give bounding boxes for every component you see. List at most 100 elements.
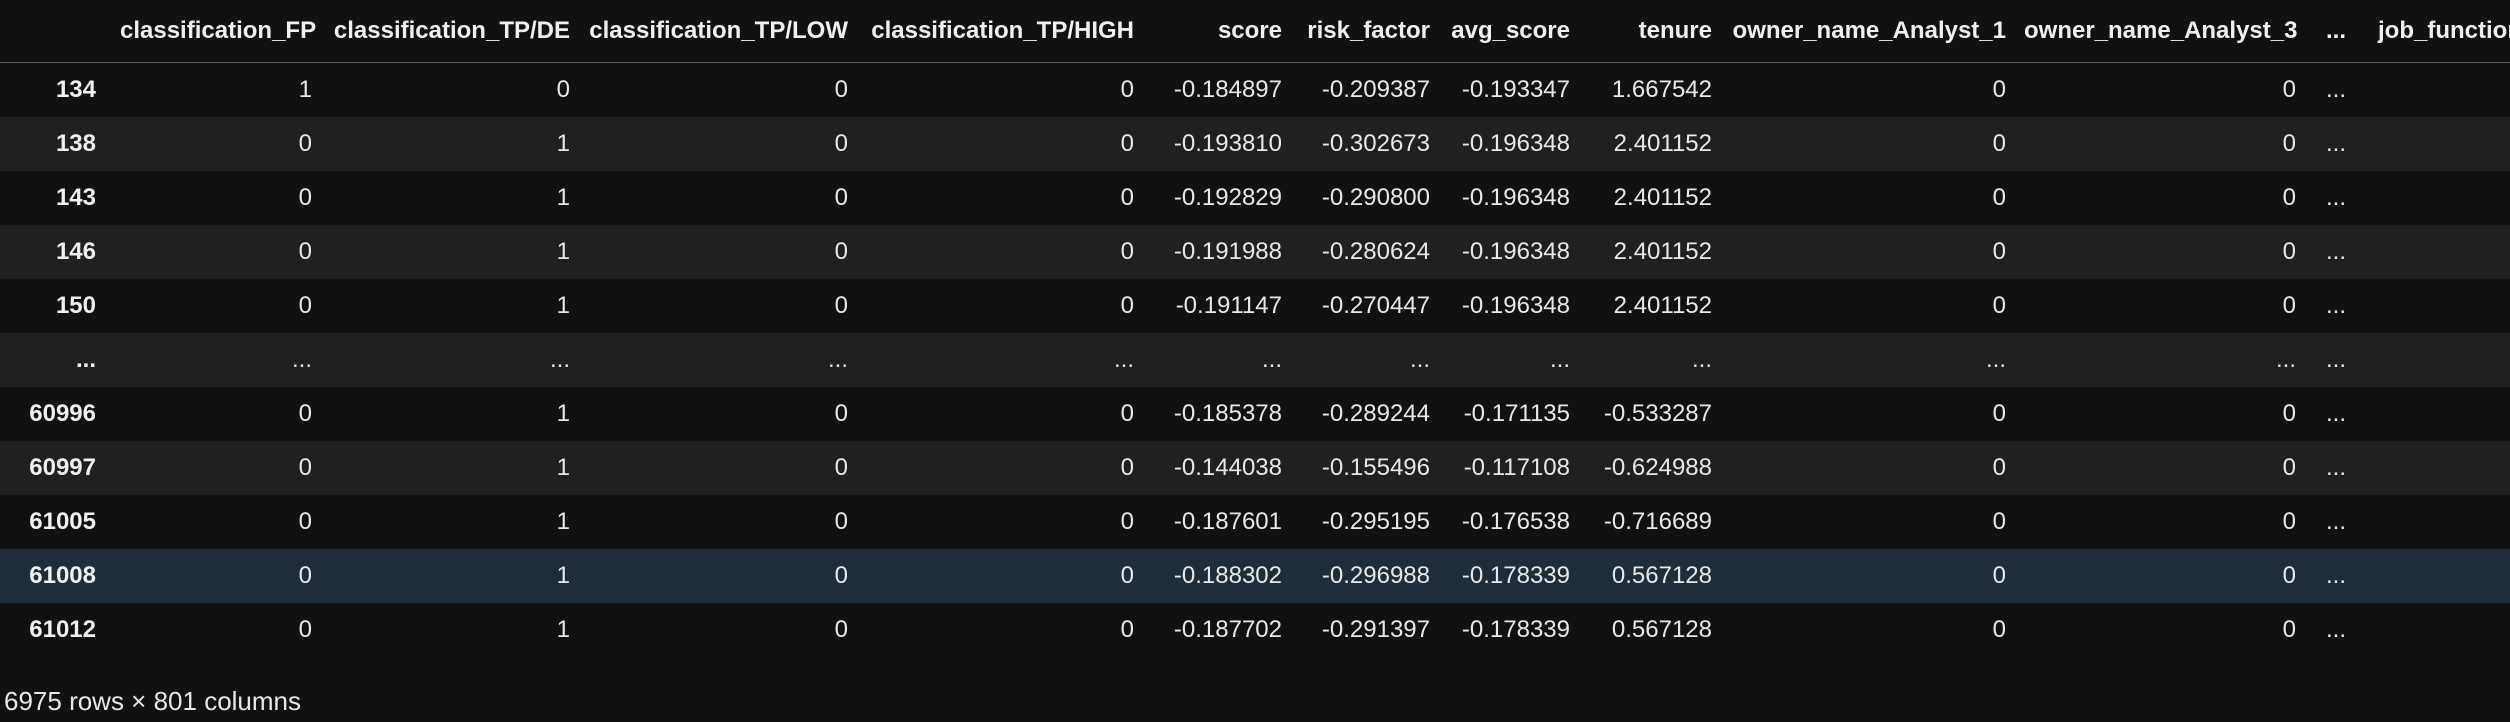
table-cell: -0.533287	[1603, 400, 1712, 427]
table-cell: 2.401152	[1613, 184, 1712, 211]
table-cell: ...	[2326, 184, 2347, 211]
table-cell: -0.155496	[1321, 454, 1430, 481]
table-cell: 1	[556, 238, 570, 265]
table-cell: -0.624988	[1603, 454, 1712, 481]
row-index: 61005	[29, 508, 96, 535]
table-cell	[2360, 495, 2510, 549]
table-cell: ...	[2326, 454, 2347, 481]
table-cell: 0	[834, 508, 848, 535]
table-cell: 0	[1992, 292, 2006, 319]
table-cell: ...	[2326, 292, 2347, 319]
table-cell	[2360, 333, 2510, 387]
table-cell: -0.144038	[1173, 454, 1282, 481]
table-cell: -0.291397	[1321, 616, 1430, 643]
table-cell: 2.401152	[1613, 238, 1712, 265]
table-cell: -0.178339	[1461, 562, 1570, 589]
table-cell: 0	[2282, 184, 2296, 211]
table-cell: 0	[1120, 184, 1134, 211]
table-cell	[2360, 117, 2510, 171]
table-row: 60996 0 1 0 0 -0.185378 -0.289244 -0.171135 -0.5…	[0, 387, 2510, 441]
table-cell: -0.270447	[1321, 292, 1430, 319]
table-cell: ...	[2275, 346, 2296, 373]
column-header: classification_FP	[120, 0, 330, 63]
table-cell: -0.193347	[1461, 76, 1570, 103]
table-cell: 0	[2282, 400, 2296, 427]
table-cell: -0.296988	[1321, 562, 1430, 589]
table-cell: 0	[834, 292, 848, 319]
table-cell: 0	[2282, 508, 2296, 535]
table-cell: ...	[1261, 346, 1282, 373]
table-cell: -0.196348	[1461, 130, 1570, 157]
table-cell: -0.716689	[1603, 508, 1712, 535]
table-cell: 0	[1992, 76, 2006, 103]
table-cell: -0.187702	[1173, 616, 1282, 643]
table-row: 143 0 1 0 0 -0.192829 -0.290800 -0.196348 2.4011…	[0, 171, 2510, 225]
table-cell: 0	[834, 238, 848, 265]
table-cell	[2360, 603, 2510, 657]
column-header: classification_TP/HIGH	[866, 0, 1152, 63]
table-cell: 0	[1120, 454, 1134, 481]
table-cell: 0	[298, 508, 312, 535]
table-body: 134 1 0 0 0 -0.184897 -0.209387 -0.193347 1.6675…	[0, 62, 2510, 657]
table-cell: 2.401152	[1613, 130, 1712, 157]
row-index: 146	[55, 238, 96, 265]
table-cell: 0	[1992, 454, 2006, 481]
table-cell: 1	[556, 454, 570, 481]
table-cell: 0	[834, 76, 848, 103]
table-cell: 0	[2282, 76, 2296, 103]
table-cell: -0.178339	[1461, 616, 1570, 643]
table-cell: 0	[834, 454, 848, 481]
table-cell: ...	[1985, 346, 2006, 373]
table-row: 138 0 1 0 0 -0.193810 -0.302673 -0.196348 2.4011…	[0, 117, 2510, 171]
table-cell: 0	[298, 400, 312, 427]
table-cell: 0	[1992, 130, 2006, 157]
table-cell: 0	[1992, 562, 2006, 589]
table-cell: 1	[556, 562, 570, 589]
table-cell: -0.196348	[1461, 238, 1570, 265]
table-cell: 2.401152	[1613, 292, 1712, 319]
table-cell: -0.196348	[1461, 292, 1570, 319]
table-cell: 0	[298, 454, 312, 481]
table-cell: 0	[1992, 508, 2006, 535]
table-cell: 0	[2282, 130, 2296, 157]
table-row: 60997 0 1 0 0 -0.144038 -0.155496 -0.117108 -0.6…	[0, 441, 2510, 495]
row-index: 134	[55, 76, 96, 103]
table-cell: 0	[1120, 76, 1134, 103]
table-cell: ...	[2326, 130, 2347, 157]
table-cell: 0	[298, 616, 312, 643]
table-cell: -0.192829	[1173, 184, 1282, 211]
table-cell: 0	[2282, 292, 2296, 319]
table-cell: 0.567128	[1611, 562, 1712, 589]
table-cell: -0.187601	[1173, 508, 1282, 535]
table-cell: -0.209387	[1321, 76, 1430, 103]
table-cell: 0	[834, 400, 848, 427]
column-header: avg_score	[1448, 0, 1588, 63]
table-cell: 0	[1120, 508, 1134, 535]
table-cell: 1	[556, 400, 570, 427]
row-index: 138	[55, 130, 96, 157]
table-cell: 0	[298, 562, 312, 589]
table-header-row: classification_FP classification_TP/DE cla…	[0, 0, 2510, 63]
table-cell	[2360, 171, 2510, 225]
table-cell: 0	[2282, 238, 2296, 265]
table-cell: 0	[1120, 562, 1134, 589]
table-cell: -0.188302	[1173, 562, 1282, 589]
table-cell: 1	[556, 184, 570, 211]
row-index: 61008	[29, 562, 96, 589]
table-cell: 0	[298, 130, 312, 157]
column-header: classification_TP/LOW	[588, 0, 866, 63]
table-cell: -0.117108	[1463, 454, 1570, 481]
table-cell	[2360, 279, 2510, 333]
table-cell: 0	[2282, 616, 2296, 643]
column-header: owner_name_Analyst_3	[2024, 0, 2314, 63]
table-cell: 0	[1992, 238, 2006, 265]
table-cell: ...	[2326, 400, 2347, 427]
table-cell: -0.171135	[1463, 400, 1570, 427]
table-cell: ...	[1113, 346, 1134, 373]
table-row: 61012 0 1 0 0 -0.187702 -0.291397 -0.178339 0.56…	[0, 603, 2510, 657]
column-header: tenure	[1588, 0, 1730, 63]
table-cell: 0	[2282, 562, 2296, 589]
table-cell: ...	[549, 346, 570, 373]
table-cell: -0.295195	[1321, 508, 1430, 535]
table-cell: ...	[1549, 346, 1570, 373]
